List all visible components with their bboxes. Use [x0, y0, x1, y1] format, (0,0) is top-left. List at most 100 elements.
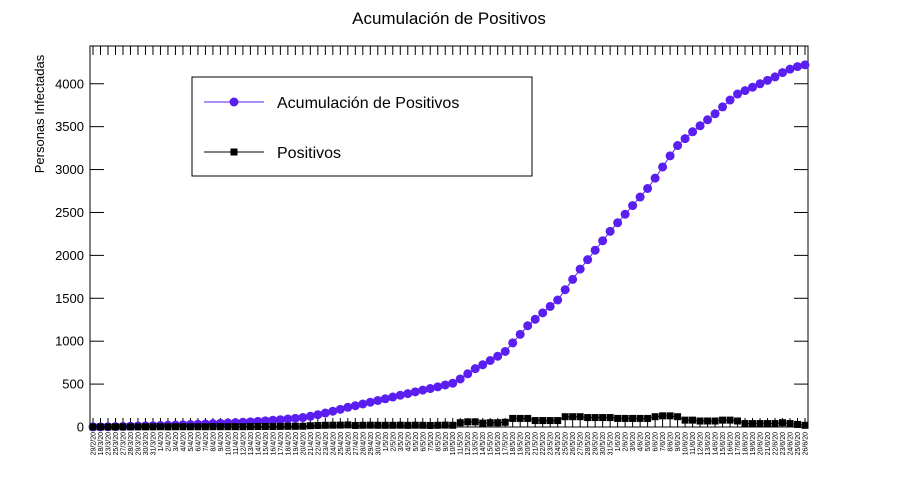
- data-point: [463, 369, 473, 379]
- data-point: [530, 314, 540, 324]
- x-tick-label: 21/5/20: [533, 432, 540, 455]
- x-tick-label: 29/5/20: [593, 432, 600, 455]
- x-tick-label: 7/5/20: [428, 432, 435, 452]
- y-tick-label: 2500: [55, 205, 84, 220]
- x-tick-label: 15/5/20: [488, 432, 495, 455]
- data-point: [695, 121, 705, 131]
- data-point: [719, 416, 727, 424]
- data-point: [575, 264, 585, 274]
- data-point: [374, 421, 382, 429]
- x-tick-label: 24/4/20: [330, 432, 337, 455]
- data-point: [584, 414, 592, 422]
- y-tick-label: 1500: [55, 291, 84, 306]
- data-point: [239, 423, 247, 431]
- data-point: [516, 414, 524, 422]
- x-tick-label: 5/6/20: [645, 432, 652, 452]
- x-tick-label: 14/4/20: [255, 432, 262, 455]
- x-tick-label: 25/3/20: [113, 432, 120, 455]
- data-point: [141, 423, 149, 431]
- x-tick-label: 22/5/20: [540, 432, 547, 455]
- y-tick-label: 500: [62, 377, 84, 392]
- data-point: [470, 364, 480, 374]
- data-point: [365, 397, 375, 407]
- data-point: [231, 423, 239, 431]
- x-tick-label: 27/3/20: [120, 432, 127, 455]
- data-point: [351, 421, 359, 429]
- data-point: [635, 192, 645, 202]
- x-tick-label: 27/5/20: [578, 432, 585, 455]
- data-point: [381, 421, 389, 429]
- data-point: [269, 422, 277, 430]
- data-point: [328, 406, 338, 416]
- x-tick-label: 1/4/20: [158, 432, 165, 452]
- data-point: [764, 420, 772, 428]
- x-tick-label: 5/5/20: [413, 432, 420, 452]
- x-tick-label: 15/6/20: [720, 432, 727, 455]
- x-tick-label: 10/6/20: [683, 432, 690, 455]
- data-point: [748, 82, 758, 92]
- x-tick-label: 26/5/20: [570, 432, 577, 455]
- x-tick-label: 30/5/20: [600, 432, 607, 455]
- x-tick-label: 23/6/20: [780, 432, 787, 455]
- x-tick-label: 17/5/20: [503, 432, 510, 455]
- data-point: [711, 417, 719, 425]
- data-point: [276, 422, 284, 430]
- data-point: [749, 420, 757, 428]
- data-point: [628, 201, 638, 211]
- data-point: [314, 421, 322, 429]
- data-point: [418, 385, 428, 395]
- x-tick-label: 8/4/20: [210, 432, 217, 452]
- data-point: [569, 413, 577, 421]
- data-point: [740, 86, 750, 96]
- data-point: [343, 402, 353, 412]
- x-tick-label: 4/6/20: [638, 432, 645, 452]
- x-tick-label: 18/3/20: [98, 432, 105, 455]
- x-tick-label: 12/5/20: [465, 432, 472, 455]
- data-point: [290, 413, 300, 423]
- data-point: [538, 308, 548, 318]
- x-tick-label: 13/4/20: [248, 432, 255, 455]
- x-tick-label: 30/3/20: [143, 432, 150, 455]
- data-point: [275, 415, 285, 425]
- data-point: [665, 151, 675, 161]
- chart-title: Acumulación de Positivos: [352, 9, 546, 28]
- data-point: [291, 422, 299, 430]
- data-point: [493, 351, 503, 361]
- data-point: [440, 380, 450, 390]
- data-point: [554, 417, 562, 425]
- x-tick-label: 8/6/20: [668, 432, 675, 452]
- x-tick-label: 25/5/20: [563, 432, 570, 455]
- x-tick-label: 9/6/20: [675, 432, 682, 452]
- x-tick-label: 31/5/20: [608, 432, 615, 455]
- x-tick-label: 19/6/20: [750, 432, 757, 455]
- data-point: [620, 209, 630, 219]
- data-point: [284, 422, 292, 430]
- data-point: [629, 414, 637, 422]
- data-point: [614, 414, 622, 422]
- data-point: [605, 226, 615, 236]
- x-tick-label: 16/4/20: [270, 432, 277, 455]
- x-tick-label: 8/5/20: [435, 432, 442, 452]
- data-point: [89, 423, 97, 431]
- x-tick-label: 23/3/20: [105, 432, 112, 455]
- data-point: [261, 422, 269, 430]
- data-point: [531, 417, 539, 425]
- data-point: [119, 423, 127, 431]
- data-point: [636, 414, 644, 422]
- data-point: [658, 162, 668, 172]
- data-point: [539, 417, 547, 425]
- data-point: [793, 62, 803, 72]
- data-point: [478, 360, 488, 370]
- data-point: [553, 295, 563, 305]
- data-point: [134, 423, 142, 431]
- x-tick-label: 30/4/20: [375, 432, 382, 455]
- x-tick-label: 21/6/20: [765, 432, 772, 455]
- x-tick-label: 6/5/20: [420, 432, 427, 452]
- data-point: [674, 413, 682, 421]
- data-point: [568, 274, 578, 284]
- data-point: [599, 414, 607, 422]
- data-point: [336, 421, 344, 429]
- data-point: [283, 414, 293, 424]
